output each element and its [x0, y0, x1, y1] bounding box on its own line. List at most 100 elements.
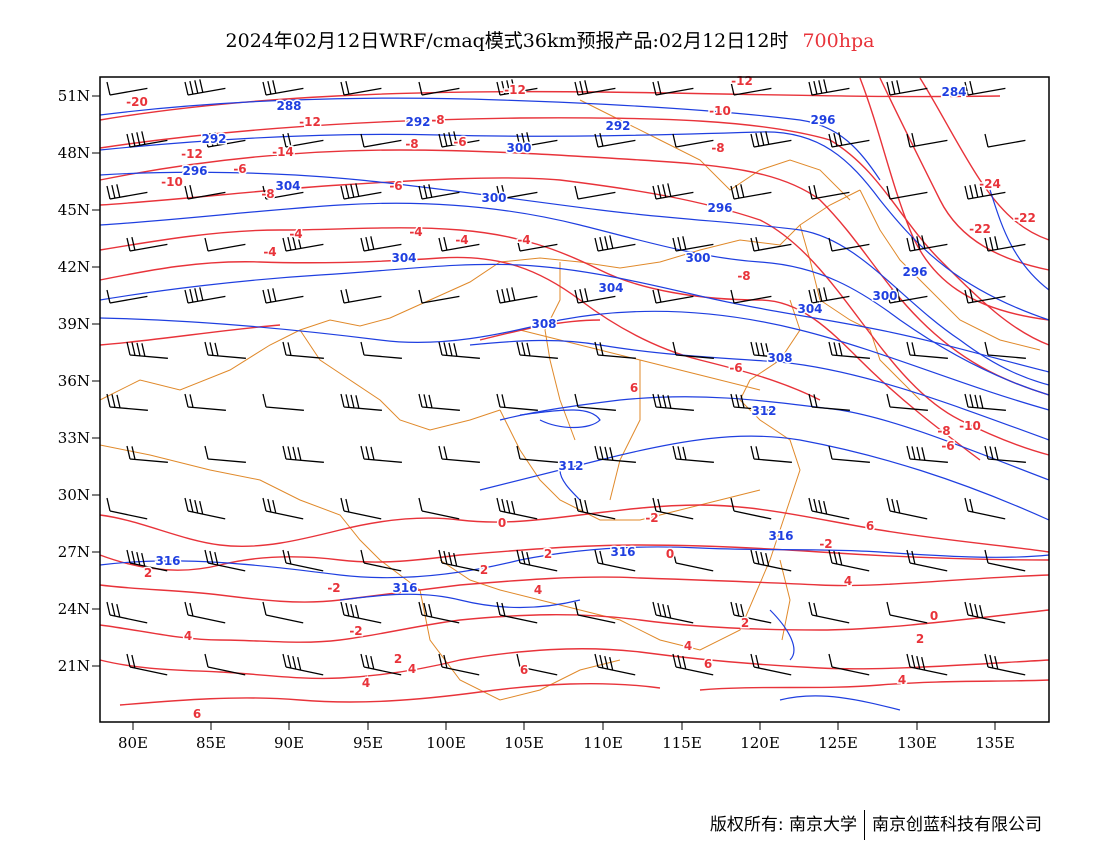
height-label: 316 [768, 529, 793, 543]
temperature-label: -20 [126, 95, 148, 109]
wind-barb [282, 235, 324, 252]
wind-barb [730, 601, 772, 624]
temperature-label: -8 [261, 187, 274, 201]
wind-barb [184, 184, 226, 200]
wind-barb [730, 393, 772, 411]
wind-barb [984, 445, 1026, 463]
lat-tick-label: 39N [58, 315, 90, 333]
wind-barb [360, 341, 402, 359]
wind-barb [652, 80, 694, 96]
temperature-label: -12 [504, 83, 526, 97]
lat-tick-label: 30N [58, 486, 90, 504]
boundary-line [609, 360, 641, 501]
wind-barb [906, 549, 948, 572]
height-contour [339, 593, 581, 609]
wind-barb [340, 393, 382, 411]
temperature-label: -2 [645, 511, 658, 525]
height-contour [989, 189, 1050, 291]
wind-barb [906, 235, 948, 252]
height-contour [479, 435, 1050, 521]
height-contour [99, 263, 1050, 373]
wind-barb [262, 185, 304, 200]
temperature-label: -2 [349, 624, 362, 638]
wind-barb [418, 289, 460, 304]
temperature-label: -12 [299, 115, 321, 129]
temperature-label: -8 [431, 113, 444, 127]
lon-tick-label: 90E [274, 734, 304, 752]
temperature-label: -6 [389, 179, 402, 193]
temperature-label: 0 [666, 547, 674, 561]
temperature-label: -4 [517, 233, 530, 247]
wind-barb [808, 79, 850, 96]
temperature-label: 2 [480, 563, 488, 577]
temperature-label: -4 [409, 225, 422, 239]
wind-barb [964, 288, 1006, 304]
height-label: 296 [182, 164, 207, 178]
lon-tick-label: 135E [975, 734, 1015, 752]
footer-separator [864, 810, 865, 840]
temperature-label: 0 [930, 609, 938, 623]
wind-barb [106, 81, 148, 96]
wind-barb [496, 393, 538, 411]
wind-barb [672, 236, 714, 252]
wind-barb [184, 79, 226, 96]
temperature-label: 2 [916, 632, 924, 646]
temperature-contour [859, 77, 1050, 321]
wind-barb [360, 653, 402, 676]
boundary-line [544, 262, 576, 441]
height-label: 308 [767, 351, 792, 365]
wind-barb [282, 341, 324, 359]
height-contour [519, 409, 601, 429]
temperature-contour [699, 679, 1050, 691]
wind-barb [516, 549, 558, 572]
plot-frame [99, 76, 1050, 723]
wind-barb [106, 393, 148, 411]
boundary-line [99, 444, 421, 591]
temperature-contour [99, 574, 1050, 603]
wind-barb [516, 132, 558, 148]
company-text: 南京创蓝科技有限公司 [872, 815, 1042, 835]
lat-tick-label: 51N [58, 87, 90, 105]
height-label: 316 [392, 581, 417, 595]
height-contour [779, 695, 901, 711]
boundary-line [579, 99, 851, 201]
wind-barb [360, 236, 402, 252]
wind-barb [730, 81, 772, 96]
temperature-label: -22 [1014, 211, 1036, 225]
wind-barb [204, 653, 246, 676]
lon-tick-label: 120E [740, 734, 780, 752]
temperature-label: -10 [709, 104, 731, 118]
temperature-contour [99, 256, 821, 401]
wind-barb [204, 132, 246, 148]
wind-barb [906, 653, 948, 676]
lon-tick-label: 85E [196, 734, 226, 752]
wind-barb [574, 497, 616, 520]
temperature-label: -8 [405, 137, 418, 151]
wind-barb [360, 445, 402, 463]
wind-barb [262, 288, 304, 304]
temperature-label: 6 [520, 663, 528, 677]
height-label: 288 [276, 99, 301, 113]
wind-barb [438, 445, 480, 463]
wind-barb [204, 549, 246, 572]
height-contour [99, 202, 1050, 396]
wind-barb [262, 393, 304, 411]
wind-barb [984, 133, 1026, 148]
wind-barb [438, 653, 480, 676]
temperature-label: -12 [181, 147, 203, 161]
height-label: 296 [707, 201, 732, 215]
height-label: 292 [605, 119, 630, 133]
wind-barb [106, 601, 148, 624]
temperature-label: -4 [263, 245, 276, 259]
temperature-label: 6 [866, 519, 874, 533]
temperature-label: 4 [362, 676, 370, 690]
wind-barb [906, 132, 948, 148]
wind-barb [828, 653, 870, 676]
wind-barb [652, 497, 694, 520]
wind-barb [594, 132, 636, 148]
height-contour [769, 609, 795, 661]
temperature-label: -10 [161, 175, 183, 189]
wind-barb [828, 341, 870, 359]
wind-barb [750, 341, 792, 359]
wind-barb [418, 393, 460, 411]
